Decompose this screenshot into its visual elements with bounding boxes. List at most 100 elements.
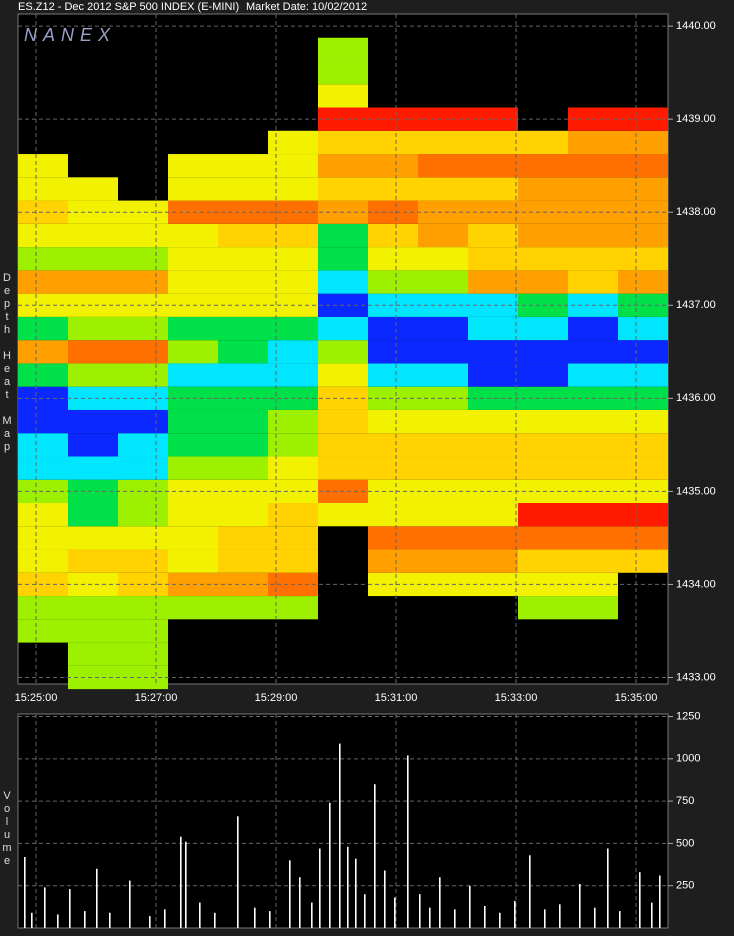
- heat-cell: [418, 456, 468, 480]
- x-tick-label: 15:35:00: [615, 692, 658, 704]
- volume-bar: [129, 880, 131, 928]
- heat-cell: [468, 479, 518, 504]
- heat-cell: [418, 200, 468, 224]
- heat-cell: [418, 409, 468, 434]
- heat-cell: [268, 596, 318, 620]
- volume-bar: [579, 884, 581, 928]
- volume-bar: [31, 912, 33, 928]
- heat-cell: [168, 363, 218, 387]
- heat-cell: [468, 572, 518, 597]
- heat-cell: [268, 409, 318, 434]
- volume-bar: [164, 909, 166, 928]
- heat-cell: [468, 247, 518, 271]
- heat-cell: [168, 247, 218, 271]
- heat-cell: [18, 154, 68, 178]
- heat-cell: [418, 433, 468, 457]
- heat-cell: [168, 270, 218, 294]
- heat-cell: [118, 619, 168, 643]
- volume-bar: [514, 900, 516, 928]
- volume-bar: [659, 875, 661, 928]
- heat-cell: [418, 293, 468, 317]
- heat-cell: [618, 270, 668, 294]
- heat-cell: [418, 154, 468, 178]
- heat-cell: [618, 503, 668, 527]
- y-tick-label: 1440.00: [676, 20, 716, 32]
- heat-cell: [418, 107, 468, 131]
- heat-cell: [518, 316, 568, 341]
- heat-cell: [618, 247, 668, 271]
- heat-cell: [318, 363, 368, 387]
- heat-cell: [368, 433, 418, 457]
- heat-cell: [18, 270, 68, 294]
- heat-cell: [468, 316, 518, 341]
- heat-cell: [68, 409, 118, 434]
- volume-bar: [484, 906, 486, 928]
- volume-bar: [639, 872, 641, 928]
- volume-bar: [199, 902, 201, 928]
- heat-cell: [68, 572, 118, 597]
- heat-cell: [68, 386, 118, 410]
- heat-cell: [168, 177, 218, 201]
- heat-cell: [418, 572, 468, 597]
- heat-cell: [418, 177, 468, 201]
- volume-bar: [364, 894, 366, 928]
- heat-cell: [418, 340, 468, 364]
- volume-bar: [454, 909, 456, 928]
- heat-cell: [18, 247, 68, 271]
- heat-cell: [618, 363, 668, 387]
- heat-cell: [518, 596, 568, 620]
- volume-bar: [299, 877, 301, 928]
- heat-cell: [218, 433, 268, 457]
- heat-cell: [568, 316, 618, 341]
- heat-cell: [618, 316, 668, 341]
- heat-cell: [368, 223, 418, 248]
- heat-cell: [118, 503, 168, 527]
- heat-cell: [68, 596, 118, 620]
- heat-cell: [118, 433, 168, 457]
- heat-cell: [268, 223, 318, 248]
- heat-cell: [568, 409, 618, 434]
- heat-cell: [18, 596, 68, 620]
- heat-cell: [318, 409, 368, 434]
- heat-cell: [418, 503, 468, 527]
- heat-cell: [18, 549, 68, 573]
- volume-bar: [619, 911, 621, 928]
- grid: [18, 14, 673, 928]
- y-tick-label: 500: [676, 837, 694, 849]
- y-tick-label: 1433.00: [676, 671, 716, 683]
- heat-cell: [468, 177, 518, 201]
- heat-cell: [568, 340, 618, 364]
- heat-cell: [468, 293, 518, 317]
- heat-cell: [618, 223, 668, 248]
- heat-cell: [218, 549, 268, 573]
- heat-cell: [568, 503, 618, 527]
- heat-cell: [118, 316, 168, 341]
- y-tick-label: 1250: [676, 710, 700, 722]
- heat-cell: [568, 223, 618, 248]
- volume-bar: [44, 887, 46, 928]
- heat-cell: [318, 84, 368, 108]
- heat-cell: [318, 270, 368, 294]
- chart-title: ES.Z12 - Dec 2012 S&P 500 INDEX (E-MINI): [18, 1, 239, 13]
- heat-cell: [368, 526, 418, 550]
- volume-bar: [651, 902, 653, 928]
- volume-bar: [311, 902, 313, 928]
- volume-bar: [544, 909, 546, 928]
- y-tick-label: 1435.00: [676, 485, 716, 497]
- heat-cell: [518, 223, 568, 248]
- heat-cell: [268, 154, 318, 178]
- heat-cell: [218, 503, 268, 527]
- heat-cell: [218, 223, 268, 248]
- heat-cell: [518, 526, 568, 550]
- heat-cell: [418, 270, 468, 294]
- heat-cell: [318, 316, 368, 341]
- volume-bar: [384, 870, 386, 928]
- heat-cell: [618, 177, 668, 201]
- heat-cell: [118, 270, 168, 294]
- heat-cell: [168, 223, 218, 248]
- heat-cell: [118, 526, 168, 550]
- heat-cell: [318, 177, 368, 201]
- heat-cell: [568, 526, 618, 550]
- heat-cell: [118, 247, 168, 271]
- heat-cell: [118, 340, 168, 364]
